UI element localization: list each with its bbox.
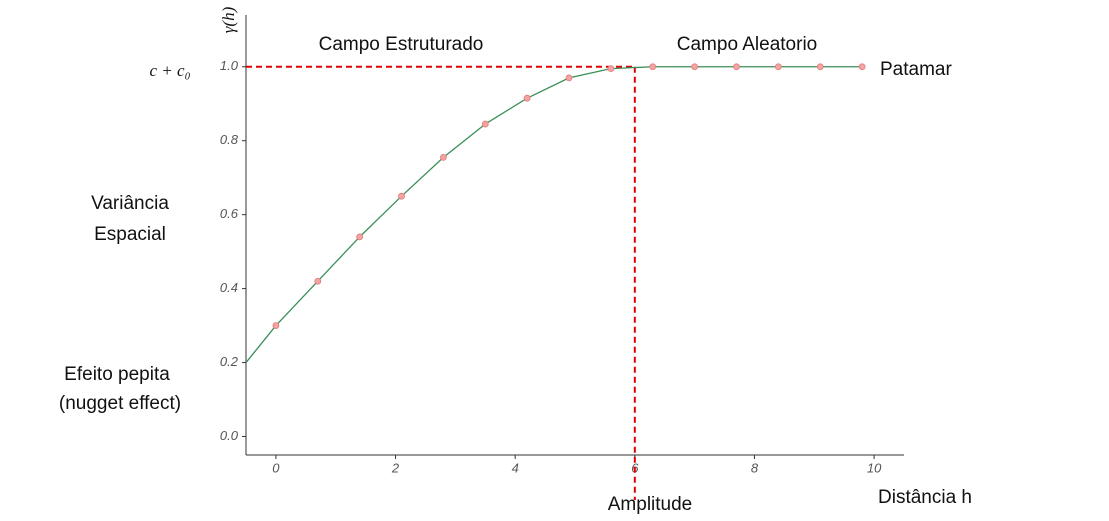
annotation: (nugget effect): [59, 393, 181, 414]
y-tick-label: 0.0: [220, 428, 239, 443]
x-tick-label: 0: [272, 460, 280, 475]
data-point: [607, 65, 615, 73]
annotation: Espacial: [94, 224, 166, 245]
x-tick-label: 4: [512, 460, 519, 475]
data-point: [691, 63, 699, 71]
data-point: [398, 192, 405, 200]
data-point: [733, 63, 740, 71]
data-point: [481, 120, 489, 128]
data-point: [356, 233, 364, 241]
y-tick-label: 1.0: [220, 58, 239, 73]
annotation: Amplitude: [608, 494, 693, 515]
annotation: Variância: [91, 193, 169, 214]
x-tick-label: 10: [867, 460, 882, 475]
annotation: Efeito pepita: [64, 364, 170, 385]
sill-label: c + c₀: [150, 61, 191, 80]
y-tick-label: 0.6: [220, 206, 239, 221]
y-axis-label: γ(h): [219, 6, 238, 33]
y-tick-label: 0.8: [220, 132, 239, 147]
y-tick-label: 0.4: [220, 280, 238, 295]
annotation: Campo Aleatorio: [677, 34, 817, 55]
annotation: Patamar: [880, 59, 952, 80]
data-point: [565, 74, 573, 82]
data-point: [314, 277, 322, 285]
x-tick-label: 8: [751, 460, 759, 475]
data-point: [774, 63, 782, 71]
x-tick-label: 2: [391, 460, 400, 475]
annotation: Campo Estruturado: [319, 34, 484, 55]
x-axis-label: Distância h: [878, 487, 972, 508]
data-point: [816, 63, 824, 71]
data-point: [272, 322, 280, 329]
y-tick-label: 0.2: [220, 354, 239, 369]
data-point: [439, 153, 447, 161]
data-point: [649, 63, 657, 71]
data-point: [523, 94, 531, 102]
data-point: [858, 63, 866, 71]
variogram-line: [245, 66, 863, 363]
